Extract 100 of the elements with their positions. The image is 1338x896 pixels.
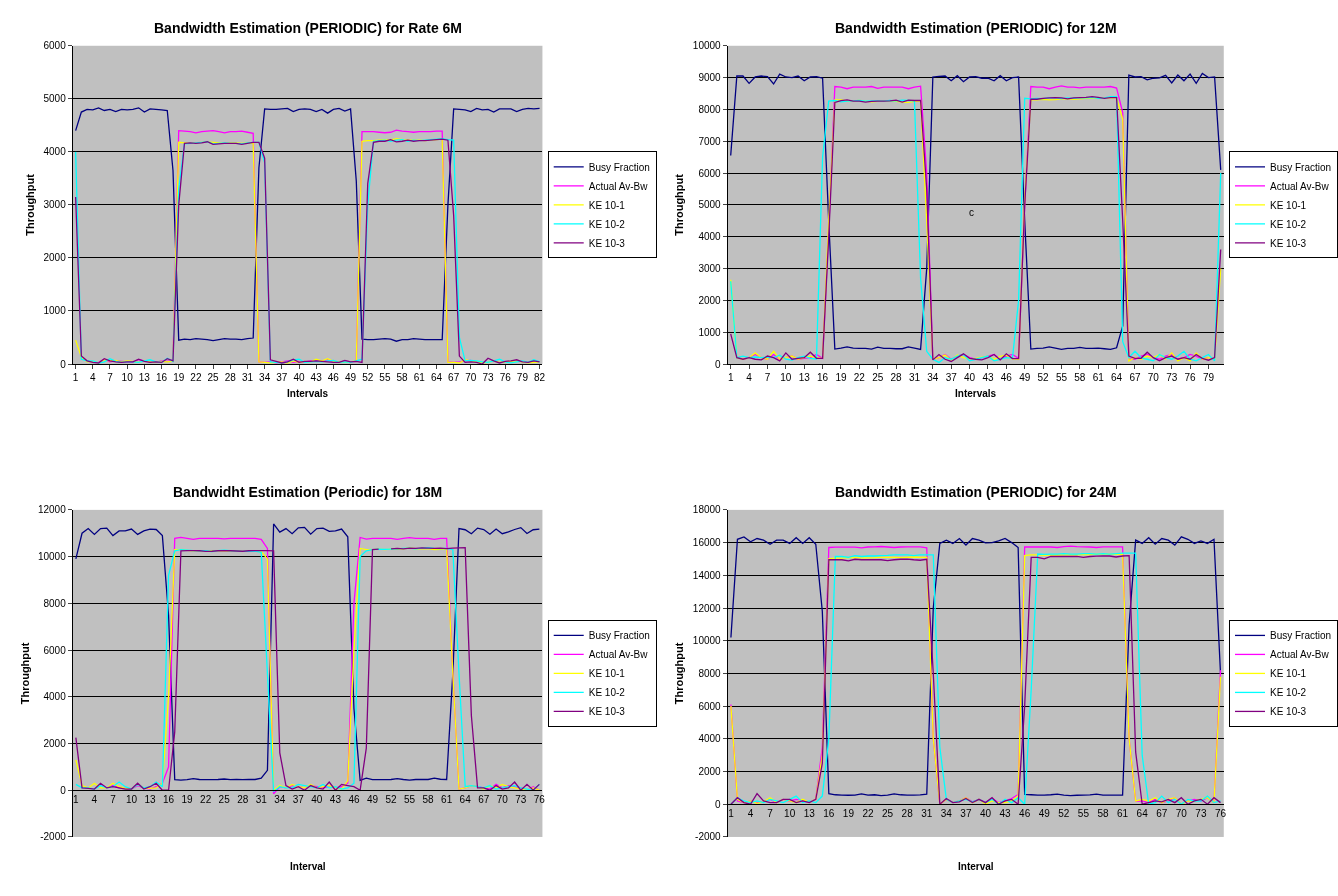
x-tick-label: 1: [728, 808, 735, 820]
legend-label: KE 10-3: [588, 237, 626, 249]
x-axis-title: Intervals: [287, 388, 329, 399]
x-tick-label: 37: [276, 372, 288, 384]
y-tick-label: 3000: [43, 199, 67, 211]
y-tick-label: 16000: [692, 537, 722, 549]
x-tick-label: 76: [499, 372, 512, 384]
x-tick-label: 43: [329, 794, 342, 806]
legend-label: KE 10-2: [1270, 218, 1307, 230]
y-tick-label: 4000: [698, 733, 722, 745]
x-tick-label: 37: [960, 808, 972, 820]
y-tick-label: 6000: [43, 40, 67, 52]
x-tick-label: 4: [746, 372, 753, 384]
legend-label: Actual Av-Bw: [1270, 649, 1330, 661]
legend-label: Busy Fraction: [1270, 161, 1332, 173]
y-tick-label: 14000: [692, 569, 722, 581]
x-tick-label: 49: [366, 794, 379, 806]
y-tick-label: 10000: [692, 40, 722, 52]
x-tick-label: 82: [534, 372, 546, 384]
x-tick-label: 10: [784, 808, 796, 820]
legend-label: Busy Fraction: [588, 630, 650, 642]
legend-label: KE 10-1: [1270, 199, 1307, 211]
y-tick-label: 7000: [698, 135, 722, 147]
x-tick-label: 49: [1038, 808, 1051, 820]
x-tick-label: 31: [255, 794, 268, 806]
x-tick-label: 4: [90, 372, 97, 384]
x-tick-label: 61: [413, 372, 426, 384]
x-tick-label: 40: [964, 372, 976, 384]
annotation: c: [969, 207, 974, 218]
y-tick-label: 0: [715, 798, 722, 810]
x-tick-label: 64: [1136, 808, 1149, 820]
y-tick-label: -2000: [695, 831, 722, 843]
x-tick-label: 16: [155, 372, 168, 384]
legend-label: KE 10-1: [588, 199, 626, 211]
y-tick-label: 5000: [698, 199, 722, 211]
x-tick-label: 13: [798, 372, 811, 384]
y-tick-label: 2000: [43, 738, 67, 750]
x-tick-label: 34: [274, 794, 286, 806]
y-tick-label: 0: [715, 358, 722, 370]
x-tick-label: 19: [181, 794, 194, 806]
x-tick-label: 61: [1117, 808, 1129, 820]
x-tick-label: 73: [1195, 808, 1207, 820]
y-tick-label: -2000: [40, 831, 67, 843]
x-tick-label: 1: [727, 372, 734, 384]
x-tick-label: 25: [218, 794, 231, 806]
x-tick-label: 46: [327, 372, 340, 384]
x-tick-label: 64: [459, 794, 472, 806]
x-tick-label: 76: [533, 794, 546, 806]
x-tick-label: 67: [1156, 808, 1168, 820]
legend-label: KE 10-3: [1270, 237, 1307, 249]
legend-label: Actual Av-Bw: [1270, 180, 1330, 192]
x-tick-label: 28: [237, 794, 249, 806]
x-tick-label: 16: [823, 808, 835, 820]
x-tick-label: 61: [441, 794, 453, 806]
chart-title: Bandwidht Estimation (Periodic) for 18M: [173, 484, 443, 500]
y-axis-title: Throughput: [673, 173, 686, 236]
x-tick-label: 10: [125, 794, 138, 806]
x-tick-label: 67: [1129, 372, 1141, 384]
x-tick-label: 40: [293, 372, 305, 384]
x-tick-label: 49: [1019, 372, 1031, 384]
x-tick-label: 73: [1166, 372, 1178, 384]
x-axis-title: Interval: [290, 861, 326, 872]
x-tick-label: 52: [1037, 372, 1050, 384]
legend-label: Busy Fraction: [588, 161, 650, 173]
x-tick-label: 19: [835, 372, 847, 384]
legend-label: Busy Fraction: [1270, 630, 1332, 642]
x-tick-label: 22: [853, 372, 866, 384]
chart-title: Bandwidth Estimation (PERIODIC) for 12M: [835, 20, 1117, 36]
x-tick-label: 37: [292, 794, 305, 806]
x-tick-label: 25: [207, 372, 220, 384]
chart-title: Bandwidth Estimation (PERIODIC) for Rate 6M: [154, 20, 463, 36]
x-tick-label: 76: [1214, 808, 1227, 820]
x-tick-label: 16: [162, 794, 175, 806]
x-tick-label: 7: [110, 794, 117, 806]
legend-label: KE 10-3: [588, 706, 626, 718]
x-tick-label: 25: [882, 808, 894, 820]
y-tick-label: 6000: [698, 700, 722, 712]
x-axis-title: Intervals: [955, 388, 997, 399]
y-tick-label: 1000: [698, 326, 722, 338]
legend-label: Actual Av-Bw: [588, 649, 649, 661]
x-tick-label: 1: [72, 372, 79, 384]
x-tick-label: 37: [945, 372, 958, 384]
y-axis-title: Throughput: [24, 173, 37, 236]
chart-title: Bandwidth Estimation (PERIODIC) for 24M: [835, 484, 1117, 500]
y-tick-label: 8000: [698, 667, 722, 679]
y-tick-label: 10000: [37, 551, 67, 563]
x-tick-label: 61: [1092, 372, 1105, 384]
x-tick-label: 67: [448, 372, 460, 384]
x-tick-label: 1: [73, 794, 80, 806]
x-tick-label: 19: [173, 372, 185, 384]
x-tick-label: 70: [465, 372, 477, 384]
y-tick-label: 18000: [692, 504, 722, 516]
x-tick-label: 43: [999, 808, 1012, 820]
x-tick-label: 73: [515, 794, 527, 806]
y-tick-label: 1000: [43, 305, 67, 317]
y-tick-label: 8000: [698, 103, 722, 115]
y-tick-label: 2000: [698, 766, 722, 778]
x-tick-label: 49: [344, 372, 357, 384]
x-tick-label: 28: [901, 808, 914, 820]
x-tick-label: 22: [200, 794, 212, 806]
